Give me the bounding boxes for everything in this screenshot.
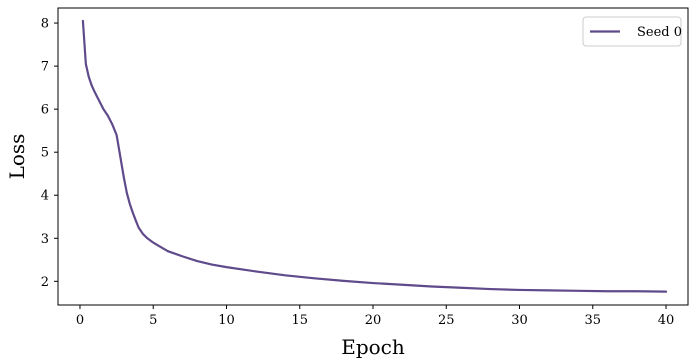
y-tick-label: 5 bbox=[41, 146, 49, 161]
legend: Seed 0 bbox=[582, 16, 682, 47]
y-tick-label: 2 bbox=[41, 275, 49, 290]
x-tick-label: 15 bbox=[291, 313, 308, 328]
x-tick-label: 35 bbox=[584, 313, 601, 328]
x-tick-label: 0 bbox=[76, 313, 84, 328]
y-tick-label: 3 bbox=[41, 232, 49, 247]
y-tick-label: 7 bbox=[41, 60, 49, 75]
x-axis-label: Epoch bbox=[341, 335, 405, 359]
x-tick-label: 40 bbox=[658, 313, 675, 328]
plot-area bbox=[57, 7, 689, 306]
x-axis: 0 5 10 15 20 25 30 35 40 bbox=[76, 305, 674, 328]
x-tick-label: 5 bbox=[149, 313, 157, 328]
legend-label: Seed 0 bbox=[637, 25, 682, 40]
series-layer bbox=[81, 19, 668, 293]
y-tick-label: 4 bbox=[41, 189, 49, 204]
x-tick-label: 20 bbox=[365, 313, 382, 328]
y-axis: 2 3 4 5 6 7 8 bbox=[41, 17, 58, 290]
y-tick-label: 8 bbox=[41, 17, 49, 32]
legend-box bbox=[582, 16, 682, 47]
x-tick-label: 25 bbox=[438, 313, 455, 328]
y-axis-label: Loss bbox=[5, 134, 29, 180]
y-tick-label: 6 bbox=[41, 103, 49, 118]
x-tick-label: 30 bbox=[511, 313, 528, 328]
series-line-seed-0 bbox=[81, 19, 668, 293]
x-tick-label: 10 bbox=[218, 313, 235, 328]
